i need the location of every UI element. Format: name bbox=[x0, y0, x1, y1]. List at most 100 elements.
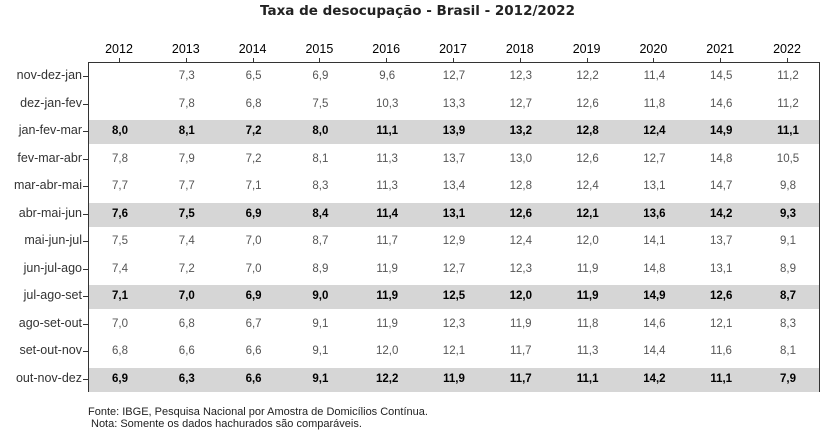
table-cell: 14,6 bbox=[709, 97, 733, 110]
row-tick bbox=[83, 131, 88, 132]
table-cell: 9,1 bbox=[312, 372, 329, 385]
table-cell: 8,1 bbox=[780, 345, 796, 357]
table-cell: 14,7 bbox=[709, 180, 733, 192]
table-cell: 6,8 bbox=[178, 317, 195, 330]
row-label: out-nov-dez bbox=[15, 370, 82, 385]
table-cell: 12,1 bbox=[576, 207, 599, 220]
table-cell: 11,9 bbox=[376, 317, 398, 330]
table-cell: 8,0 bbox=[312, 125, 329, 137]
column-header-2016: 2016 bbox=[372, 42, 401, 56]
table-cell: 8,3 bbox=[312, 180, 329, 192]
table-cell: 14,6 bbox=[643, 317, 666, 330]
table-cell: 7,2 bbox=[245, 125, 262, 137]
table-cell: 11,4 bbox=[643, 70, 666, 82]
table-cell: 13,6 bbox=[643, 207, 666, 220]
table-cell: 14,1 bbox=[643, 235, 666, 247]
table-cell: 11,9 bbox=[576, 262, 599, 275]
table-cell: 7,2 bbox=[245, 152, 262, 165]
table-cell: 11,1 bbox=[777, 125, 799, 137]
column-header-2013: 2013 bbox=[171, 42, 200, 56]
table-cell: 8,3 bbox=[780, 317, 796, 330]
row-label: jan-fev-mar bbox=[18, 123, 82, 137]
row-tick bbox=[83, 158, 88, 160]
table-cell: 11,7 bbox=[376, 235, 398, 247]
column-header-2020: 2020 bbox=[639, 42, 668, 56]
table-cell: 7,0 bbox=[112, 317, 128, 330]
column-tick bbox=[252, 58, 254, 62]
column-tick bbox=[453, 58, 454, 62]
table-cell: 6,9 bbox=[245, 290, 262, 302]
table-cell: 8,9 bbox=[312, 262, 329, 275]
row-label: nov-dez-jan bbox=[16, 68, 82, 82]
row-tick bbox=[83, 103, 88, 105]
table-cell: 13,7 bbox=[442, 152, 466, 165]
source-note: Fonte: IBGE, Pesquisa Nacional por Amost… bbox=[88, 406, 428, 418]
table-cell: 14,8 bbox=[643, 262, 666, 275]
column-header-2017: 2017 bbox=[439, 42, 467, 56]
table-cell: 7,0 bbox=[245, 235, 262, 247]
table-cell: 11,3 bbox=[376, 180, 398, 192]
column-tick bbox=[519, 58, 521, 62]
table-row bbox=[89, 202, 819, 227]
table-cell: 12,8 bbox=[509, 180, 532, 192]
table-cell: 13,1 bbox=[643, 180, 666, 192]
column-tick bbox=[185, 58, 187, 62]
row-label: set-out-nov bbox=[19, 343, 82, 357]
table-cell: 11,1 bbox=[376, 125, 399, 137]
table-cell: 6,9 bbox=[245, 207, 262, 220]
table-cell: 13,2 bbox=[509, 125, 532, 137]
table-cell: 9,8 bbox=[780, 180, 796, 192]
table-cell: 7,0 bbox=[178, 290, 195, 302]
table-cell: 9,1 bbox=[312, 345, 329, 357]
table-cell: 12,6 bbox=[509, 207, 532, 220]
table-cell: 11,1 bbox=[710, 372, 733, 385]
table-cell: 14,2 bbox=[709, 207, 733, 220]
table-cell: 11,4 bbox=[376, 207, 399, 220]
table-cell: 11,2 bbox=[777, 70, 799, 82]
row-tick bbox=[83, 378, 88, 380]
table-cell: 7,9 bbox=[780, 372, 796, 385]
table-cell: 12,0 bbox=[375, 345, 399, 357]
table-cell: 11,6 bbox=[710, 345, 732, 357]
table-cell: 8,1 bbox=[312, 152, 329, 165]
table-cell: 9,6 bbox=[379, 70, 396, 82]
table-cell: 12,4 bbox=[509, 235, 532, 247]
table-cell: 14,9 bbox=[709, 125, 733, 137]
table-cell: 12,9 bbox=[442, 235, 466, 247]
table-cell: 7,1 bbox=[112, 290, 128, 302]
table-cell: 12,4 bbox=[643, 125, 666, 137]
table-cell: 6,5 bbox=[245, 70, 262, 82]
row-label: mar-abr-mai bbox=[13, 178, 82, 192]
table-cell: 11,9 bbox=[576, 290, 599, 302]
table-cell: 7,1 bbox=[245, 180, 262, 192]
row-label: jul-ago-set bbox=[23, 288, 82, 302]
table-cell: 7,4 bbox=[178, 235, 195, 247]
column-tick bbox=[319, 58, 321, 62]
table-cell: 11,9 bbox=[376, 290, 399, 302]
table-row bbox=[89, 120, 819, 144]
row-tick bbox=[83, 76, 88, 77]
table-cell: 7,7 bbox=[178, 180, 195, 192]
table-cell: 11,9 bbox=[510, 317, 532, 330]
table-cell: 6,8 bbox=[245, 97, 262, 110]
table-cell: 12,0 bbox=[576, 235, 599, 247]
table-cell: 9,0 bbox=[312, 290, 329, 302]
column-header-2012: 2012 bbox=[105, 42, 133, 56]
column-header-2021: 2021 bbox=[706, 42, 735, 56]
table-cell: 13,1 bbox=[442, 207, 466, 220]
column-header-2018: 2018 bbox=[505, 42, 534, 56]
table-cell: 7,6 bbox=[112, 207, 128, 220]
table-row bbox=[89, 285, 819, 309]
row-tick bbox=[83, 351, 88, 352]
table-cell: 7,0 bbox=[245, 262, 262, 275]
row-label: fev-mar-abr bbox=[17, 150, 82, 165]
table-cell: 11,8 bbox=[643, 97, 666, 110]
table-cell: 6,7 bbox=[245, 317, 262, 330]
table-cell: 12,1 bbox=[442, 345, 466, 357]
table-cell: 12,2 bbox=[375, 372, 399, 385]
table-cell: 8,9 bbox=[780, 262, 796, 275]
table-cell: 7,4 bbox=[112, 262, 128, 275]
column-tick bbox=[386, 58, 388, 62]
table-cell: 14,5 bbox=[709, 70, 733, 82]
table-cell: 7,5 bbox=[312, 97, 329, 110]
